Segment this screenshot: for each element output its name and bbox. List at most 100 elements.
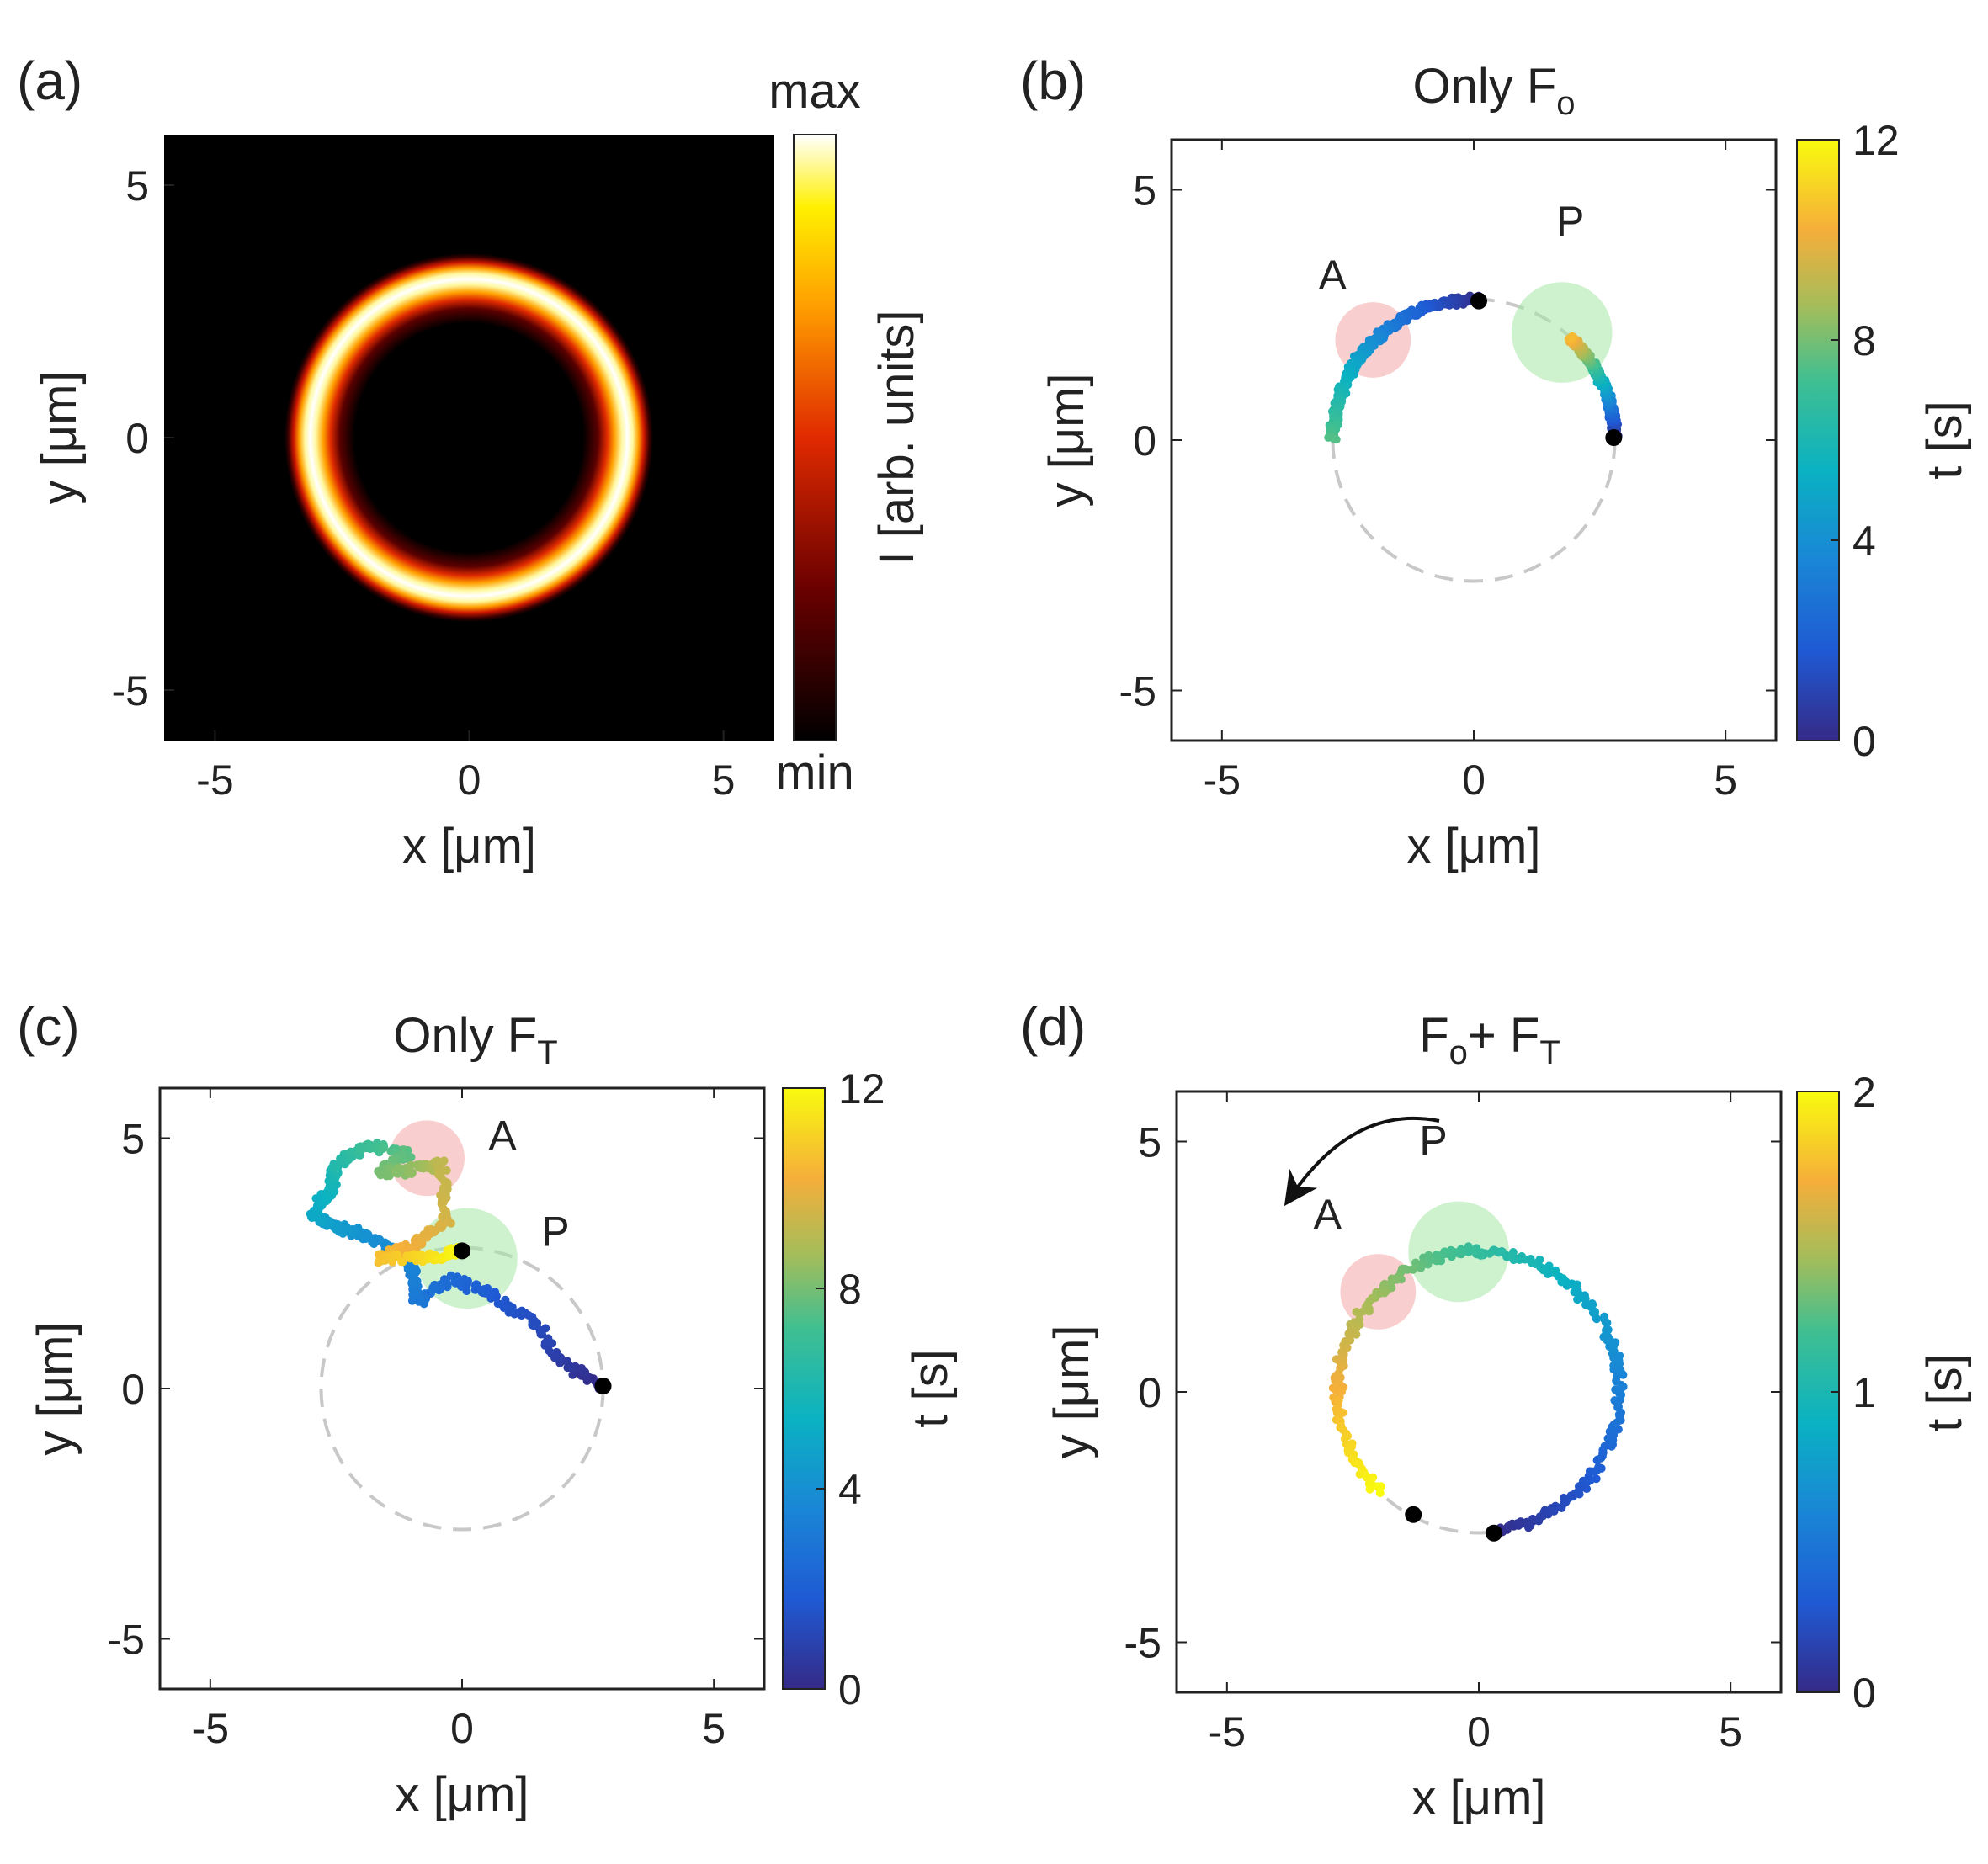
x-tick-label: 0 — [458, 757, 481, 804]
trajectory-point — [1582, 1484, 1592, 1494]
y-tick-label: 5 — [1138, 1119, 1161, 1166]
colorbar-a-max-label: max — [768, 64, 861, 119]
region-p-label: P — [541, 1208, 569, 1255]
trajectory-point — [460, 1274, 469, 1283]
trajectory-point — [393, 1250, 402, 1259]
trajectory-point — [1387, 1277, 1396, 1287]
region-a-label: A — [1314, 1191, 1342, 1238]
colorbar-tick-label: 0 — [1852, 718, 1876, 765]
panel-b-title-sub: o — [1556, 85, 1575, 122]
x-tick-label: -5 — [1209, 1708, 1246, 1755]
trajectory-point — [395, 1163, 404, 1172]
start-point — [1405, 1506, 1422, 1523]
x-tick-label: 5 — [712, 757, 736, 804]
region-p-label: P — [1556, 198, 1584, 245]
trajectory-point — [1609, 1361, 1619, 1370]
trajectory-point — [1365, 1484, 1374, 1494]
x-tick-label: 5 — [702, 1705, 726, 1752]
y-axis-label: y [μm] — [28, 1321, 82, 1455]
colorbar-b — [1796, 139, 1840, 741]
colorbar-tick-label: 4 — [1852, 518, 1876, 565]
region-p-label: P — [1419, 1117, 1447, 1164]
trajectory-point — [1601, 1325, 1610, 1335]
trajectory-point — [1592, 1474, 1601, 1484]
y-tick-label: 5 — [1133, 167, 1156, 215]
panel-c-title: Only FT — [393, 1008, 557, 1071]
colorbar-a-label: I [arb. units] — [869, 310, 924, 565]
colorbar-tick-label: 8 — [1852, 317, 1876, 364]
trajectory-point — [447, 1272, 456, 1281]
trajectory-point — [552, 1347, 561, 1357]
y-axis-label: y [μm] — [1039, 373, 1094, 507]
colorbar-c — [782, 1087, 826, 1690]
trajectory-point — [1610, 1396, 1619, 1405]
colorbar-b-label: t [s] — [1917, 401, 1972, 479]
panel-c-title-main: Only F — [393, 1008, 537, 1063]
y-tick-label: -5 — [108, 1617, 145, 1664]
trajectory-point — [1433, 1250, 1442, 1259]
colorbar-d-ticks: 0 1 2 — [1831, 1069, 1876, 1717]
colorbar-tick-label: 0 — [1852, 1670, 1876, 1717]
trajectory-point — [1587, 1298, 1597, 1308]
y-axis-label: y [μm] — [32, 370, 87, 504]
panel-d-title-sub2: T — [1539, 1034, 1560, 1071]
x-tick-label: 5 — [1714, 757, 1737, 804]
trajectory-point — [444, 1251, 454, 1261]
axes-c: -5 0 5 -5 0 5 x [μm] y [μm] A P — [28, 1086, 766, 1822]
y-tick-label: -5 — [1124, 1620, 1161, 1667]
colorbar-c-label: t [s] — [903, 1349, 958, 1427]
colorbar-tick-label: 12 — [1852, 117, 1900, 164]
trajectory-point — [344, 1155, 353, 1164]
trajectory-point — [379, 1143, 388, 1152]
trajectory-point — [1611, 1385, 1620, 1394]
colorbar-tick-label: 0 — [838, 1666, 862, 1713]
trajectory-point — [426, 1288, 435, 1298]
trajectory-point — [1375, 1489, 1385, 1498]
trajectory-point — [1376, 1482, 1385, 1491]
trajectory-point — [1570, 1288, 1579, 1297]
trajectory-point — [563, 1363, 572, 1373]
y-tick-label: 0 — [1133, 417, 1156, 465]
trajectory-point — [357, 1232, 366, 1241]
start-point — [1605, 429, 1623, 447]
start-point — [1485, 1524, 1502, 1542]
x-tick-label: 0 — [1462, 757, 1486, 804]
colorbar-tick-label: 8 — [838, 1266, 862, 1313]
trajectory-point — [332, 1163, 342, 1172]
panel-d-title-sub: o — [1449, 1034, 1468, 1071]
y-tick-label: 0 — [125, 415, 149, 462]
panel-b-label: (b) — [1020, 50, 1086, 111]
colorbar-tick-label: 2 — [1852, 1069, 1876, 1116]
x-tick-label: -5 — [1204, 757, 1241, 804]
trajectory-point — [497, 1299, 506, 1309]
trajectory-point — [528, 1320, 537, 1330]
trajectory-point — [416, 1251, 425, 1260]
rotation-arrow — [1284, 1116, 1440, 1207]
start-point — [1470, 292, 1487, 310]
panel-b-title: Only Fo — [1412, 59, 1575, 122]
trajectory-point — [398, 1257, 407, 1267]
colorbar-b-ticks: 0 4 8 12 — [1831, 117, 1900, 765]
trajectory-point — [1600, 1312, 1609, 1321]
y-tick-label: 5 — [121, 1116, 145, 1163]
panel-d-title-main: F — [1419, 1008, 1448, 1063]
trajectory-point — [416, 1296, 425, 1305]
start-point — [454, 1242, 470, 1260]
x-axis-label: x [μm] — [395, 1767, 529, 1822]
colorbar-tick-label: 1 — [1852, 1369, 1876, 1416]
colorbar-a — [793, 134, 837, 741]
trajectory-point — [346, 1147, 355, 1156]
trajectory-point — [376, 1171, 385, 1180]
trajectory-point — [435, 1222, 444, 1231]
start-point — [594, 1378, 612, 1395]
intensity-ring — [284, 253, 653, 622]
panel-b-title-main: Only F — [1412, 59, 1556, 114]
axes-a: -5 0 5 -5 0 5 x [μm] y [μm] — [32, 162, 735, 874]
panel-d-title: Fo+ FT — [1419, 1008, 1560, 1071]
region-a-label: A — [1319, 252, 1347, 299]
panel-d-label: (d) — [1020, 996, 1086, 1057]
colorbar-c-ticks: 0 4 8 12 — [816, 1065, 885, 1713]
trajectory-point — [537, 1328, 546, 1337]
panel-c-label: (c) — [17, 996, 80, 1057]
